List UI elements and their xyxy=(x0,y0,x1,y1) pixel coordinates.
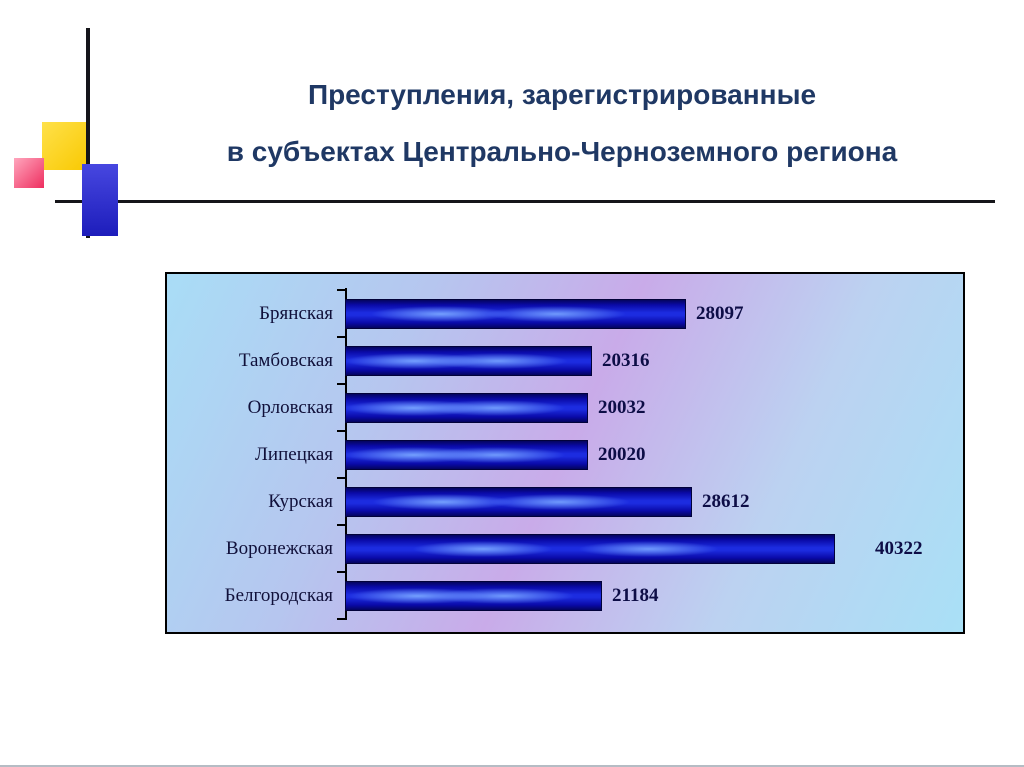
slide-title-line1: Преступления, зарегистрированные xyxy=(307,79,817,110)
bar-1 xyxy=(345,345,592,376)
value-label: 40322 xyxy=(875,537,923,559)
decor-vertical-line xyxy=(86,28,90,238)
category-label: Брянская xyxy=(259,302,333,324)
axis-tick xyxy=(337,618,346,620)
bar-5 xyxy=(345,533,835,564)
category-label: Липецкая xyxy=(255,443,333,465)
category-label: Тамбовская xyxy=(238,349,333,371)
decor-blue-rectangle xyxy=(82,164,118,236)
value-label: 28097 xyxy=(696,302,744,324)
value-label: 21184 xyxy=(612,584,659,606)
chart-row: Липецкая 20020 xyxy=(167,431,953,478)
category-label: Орловская xyxy=(247,396,333,418)
chart-row: Брянская 28097 xyxy=(167,290,953,337)
bar-4 xyxy=(345,486,692,517)
bar-area: 21184 xyxy=(345,580,953,611)
value-label: 20316 xyxy=(602,349,650,371)
chart-row: Тамбовская 20316 xyxy=(167,337,953,384)
slide-title-line2: в субъектах Центрально-Черноземного реги… xyxy=(226,136,898,168)
category-label: Белгородская xyxy=(224,584,333,606)
chart-rows: Брянская 28097 Тамбовская 20316 Орловская 200… xyxy=(167,290,953,619)
slide-title: Преступления, зарегистрированные в субъе… xyxy=(110,80,1014,167)
chart-row: Воронежская 40322 xyxy=(167,525,953,572)
bar-area: 20032 xyxy=(345,392,953,423)
decor-horizontal-rule xyxy=(55,200,995,203)
axis-tick xyxy=(337,571,346,573)
value-label: 20032 xyxy=(598,396,646,418)
bar-area: 20020 xyxy=(345,439,953,470)
bar-chart: Брянская 28097 Тамбовская 20316 Орловская 200… xyxy=(165,272,965,634)
bar-0 xyxy=(345,298,686,329)
axis-tick xyxy=(337,477,346,479)
value-label: 20020 xyxy=(598,443,646,465)
bar-area: 40322 xyxy=(345,533,953,564)
axis-tick xyxy=(337,383,346,385)
axis-tick xyxy=(337,336,346,338)
decor-pink-square xyxy=(14,158,44,188)
bar-3 xyxy=(345,439,588,470)
axis-tick xyxy=(337,524,346,526)
bar-area: 20316 xyxy=(345,345,953,376)
category-label: Воронежская xyxy=(225,537,333,559)
bar-6 xyxy=(345,580,602,611)
axis-tick xyxy=(337,289,346,291)
chart-row: Белгородская 21184 xyxy=(167,572,953,619)
category-label: Курская xyxy=(268,490,333,512)
bar-2 xyxy=(345,392,588,423)
chart-row: Курская 28612 xyxy=(167,478,953,525)
bar-area: 28097 xyxy=(345,298,953,329)
chart-row: Орловская 20032 xyxy=(167,384,953,431)
bar-area: 28612 xyxy=(345,486,953,517)
decor-yellow-square xyxy=(42,122,90,170)
value-label: 28612 xyxy=(702,490,750,512)
axis-tick xyxy=(337,430,346,432)
